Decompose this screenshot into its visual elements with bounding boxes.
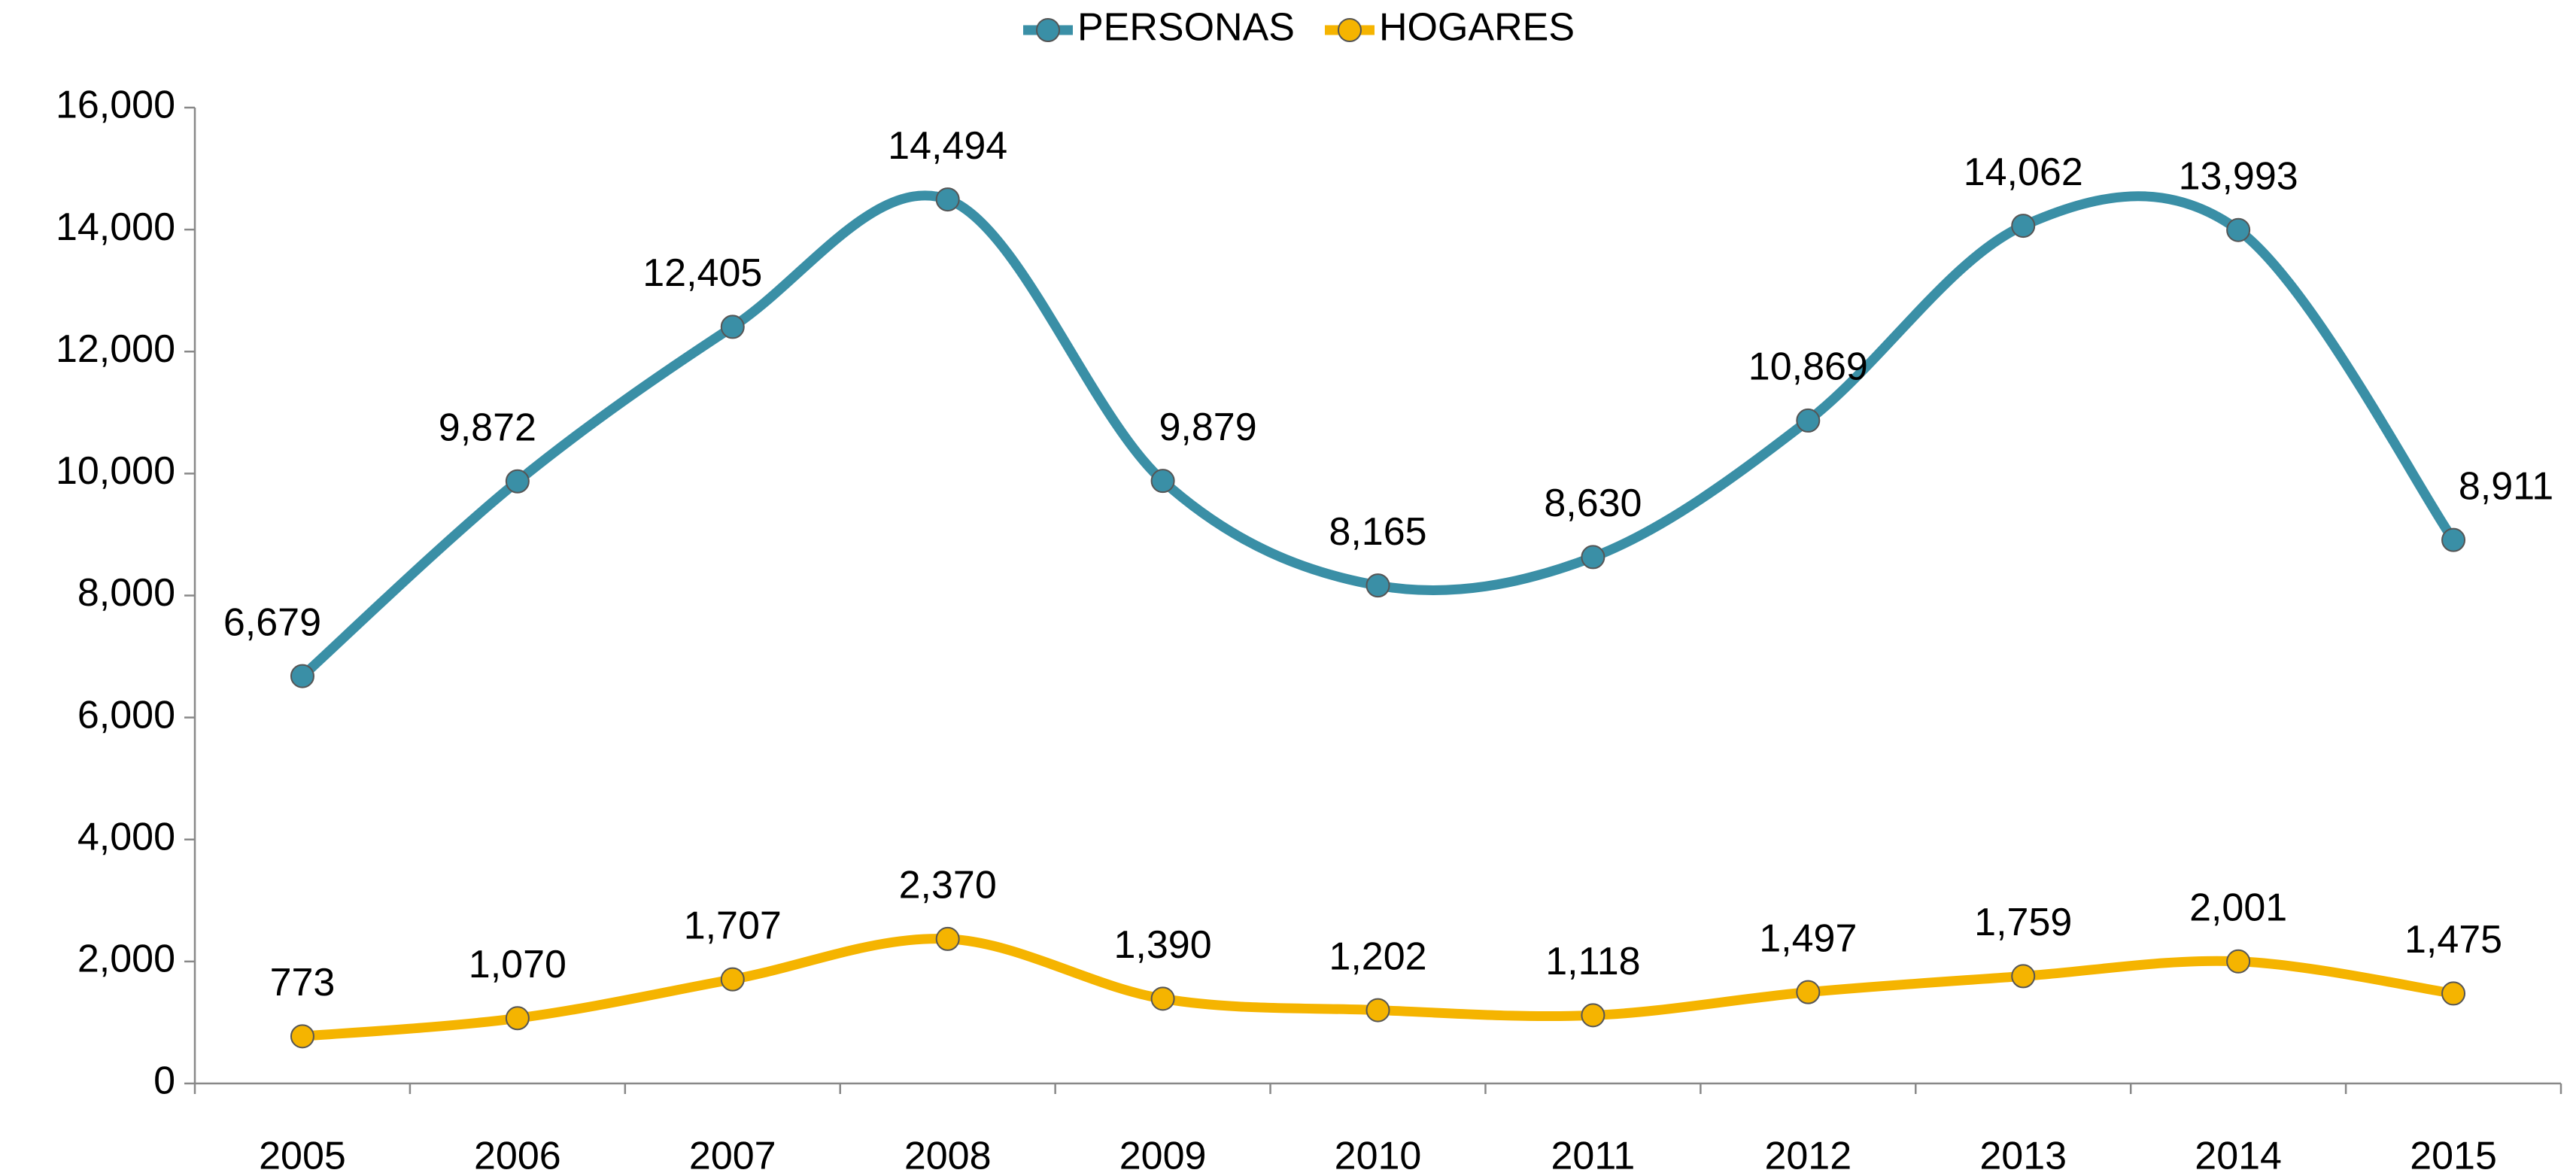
data-point xyxy=(2226,217,2251,242)
data-point xyxy=(1150,469,1175,494)
x-tick-label: 2012 xyxy=(1764,1135,1852,1173)
x-tick-label: 2009 xyxy=(1119,1135,1207,1173)
data-label: 2,001 xyxy=(2189,886,2287,930)
y-tick-label: 0 xyxy=(153,1059,175,1103)
data-label: 1,475 xyxy=(2404,918,2502,962)
data-label: 8,911 xyxy=(2459,464,2553,508)
data-label: 12,405 xyxy=(642,251,762,295)
data-label: 14,062 xyxy=(1964,150,2083,194)
data-point xyxy=(2441,981,2466,1006)
data-point xyxy=(1365,573,1390,598)
x-tick-label: 2008 xyxy=(904,1135,992,1173)
legend-label: PERSONAS xyxy=(1077,6,1295,50)
data-point xyxy=(1796,980,1821,1004)
data-point xyxy=(2011,964,2036,989)
data-label: 10,869 xyxy=(1748,345,1868,389)
legend-label: HOGARES xyxy=(1379,6,1575,50)
data-point xyxy=(935,926,960,951)
series-line xyxy=(297,190,2459,682)
x-tick-label: 2007 xyxy=(689,1135,776,1173)
data-point xyxy=(2011,214,2036,239)
data-point xyxy=(2441,527,2466,552)
data-point xyxy=(720,967,745,992)
data-point xyxy=(505,469,530,494)
legend: PERSONAS HOGARES xyxy=(1023,6,1575,50)
x-tick-label: 2015 xyxy=(2410,1135,2497,1173)
x-tick-label: 2005 xyxy=(259,1135,346,1173)
data-point xyxy=(1581,1003,1605,1028)
data-label: 14,494 xyxy=(888,124,1007,168)
data-point xyxy=(290,1024,314,1049)
data-label: 2,370 xyxy=(899,864,997,907)
data-label: 8,165 xyxy=(1329,510,1426,554)
y-tick-label: 14,000 xyxy=(56,205,175,249)
data-point xyxy=(2226,949,2251,974)
x-tick-label: 2011 xyxy=(1551,1135,1635,1173)
legend-marker xyxy=(1337,18,1362,42)
y-tick-label: 6,000 xyxy=(77,693,175,737)
data-label: 1,707 xyxy=(684,904,782,947)
data-point xyxy=(290,664,314,688)
data-label: 8,630 xyxy=(1544,482,1642,525)
data-point xyxy=(1365,998,1390,1023)
data-point xyxy=(935,187,960,212)
data-label: 773 xyxy=(270,961,336,1004)
data-point xyxy=(1150,986,1175,1011)
y-tick-label: 16,000 xyxy=(56,84,175,127)
data-label: 1,070 xyxy=(469,943,567,986)
x-tick-label: 2013 xyxy=(1979,1135,2067,1173)
x-tick-label: 2014 xyxy=(2195,1135,2282,1173)
data-label: 6,679 xyxy=(223,600,321,644)
data-label: 1,497 xyxy=(1759,916,1857,960)
data-label: 9,879 xyxy=(1159,406,1257,449)
y-tick-label: 12,000 xyxy=(56,327,175,371)
x-tick-label: 2006 xyxy=(474,1135,561,1173)
data-point xyxy=(720,315,745,339)
data-point xyxy=(505,1006,530,1031)
y-tick-label: 2,000 xyxy=(77,937,175,981)
data-label: 1,118 xyxy=(1545,940,1640,983)
y-tick-label: 8,000 xyxy=(77,571,175,615)
data-label: 1,759 xyxy=(1974,901,2072,944)
x-tick-label: 2010 xyxy=(1335,1135,1422,1173)
data-label: 1,390 xyxy=(1114,923,1212,967)
data-point xyxy=(1796,408,1821,433)
data-label: 9,872 xyxy=(439,406,536,449)
data-label: 13,993 xyxy=(2179,154,2298,198)
data-label: 1,202 xyxy=(1329,934,1426,978)
y-tick-label: 10,000 xyxy=(56,449,175,493)
legend-marker xyxy=(1036,18,1060,42)
y-tick-label: 4,000 xyxy=(77,815,175,858)
data-point xyxy=(1581,545,1605,570)
